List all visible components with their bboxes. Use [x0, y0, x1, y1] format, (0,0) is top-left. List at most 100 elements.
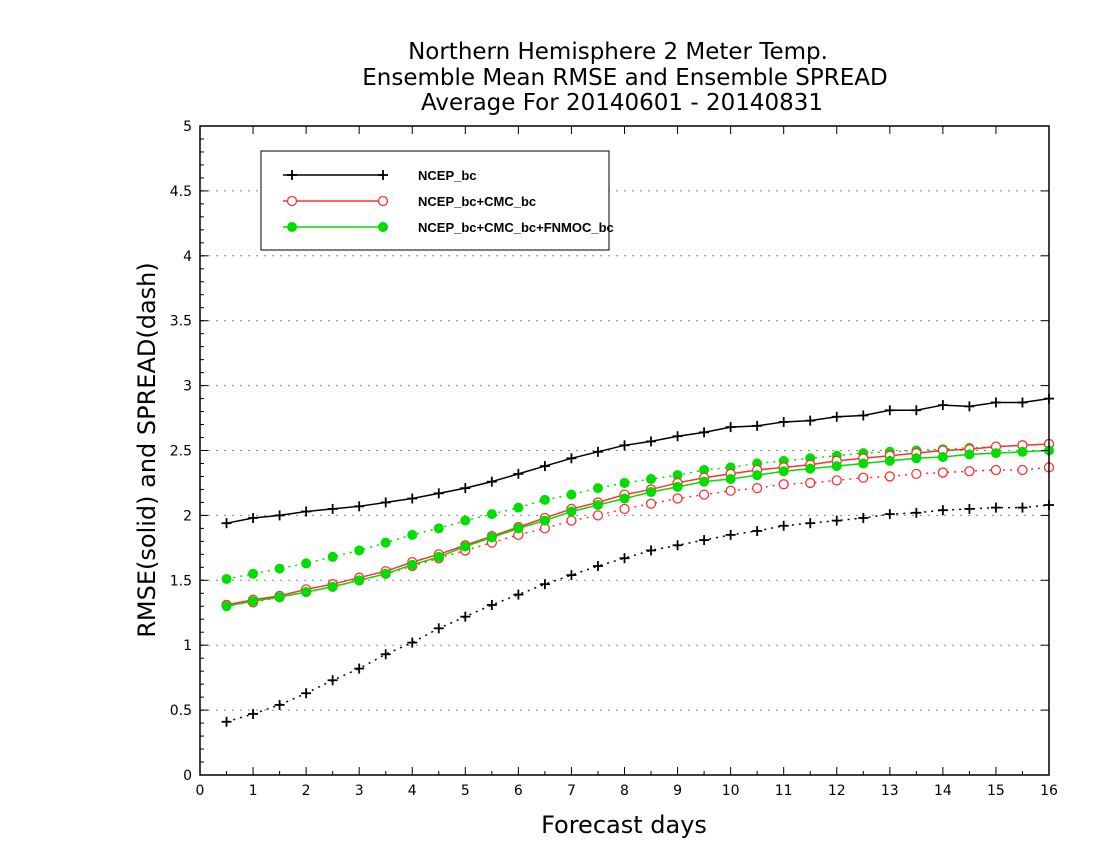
spread-point [778, 479, 789, 490]
rmse-point [725, 422, 736, 433]
legend-marker [378, 170, 388, 180]
x-tick-label: 15 [987, 783, 1005, 799]
y-tick-label: 1.5 [170, 573, 192, 589]
spread-point [911, 468, 922, 480]
spread-point [619, 503, 630, 515]
rmse-line [226, 443, 1050, 606]
rmse-point [619, 440, 630, 451]
spread-point [672, 493, 683, 504]
y-tick-label: 1 [183, 638, 192, 654]
series-rmse-NCEP_bc [221, 393, 1054, 529]
legend-label: NCEP_bc+CMC_bc [418, 194, 536, 209]
rmse-point [486, 532, 497, 543]
spread-point [645, 498, 657, 509]
spread-point [380, 649, 391, 660]
rmse-point [752, 420, 763, 431]
spread-point [248, 568, 259, 579]
spread-point [301, 688, 312, 699]
spread-point [486, 599, 497, 610]
spread-point [831, 515, 842, 526]
spread-point [539, 579, 550, 590]
spread-point [964, 503, 975, 514]
rmse-point [699, 427, 710, 438]
spread-point [539, 494, 550, 505]
legend-marker [377, 195, 389, 207]
legend-entry: NCEP_bc+CMC_bc+FNMOC_bc [283, 220, 614, 235]
spread-point [566, 489, 577, 500]
rmse-line [226, 397, 1050, 524]
rmse-point [354, 501, 365, 512]
y-axis-label: RMSE(solid) and SPREAD(dash) [133, 262, 161, 638]
spread-point [725, 529, 736, 540]
rmse-point [1017, 397, 1028, 408]
rmse-point [752, 470, 763, 481]
rmse-point [248, 512, 259, 523]
rmse-point [937, 451, 948, 462]
spread-point [274, 699, 285, 710]
rmse-point [805, 415, 816, 426]
spread-point [592, 561, 603, 572]
spread-point [1017, 464, 1028, 476]
x-tick-label: 0 [196, 783, 205, 799]
legend-marker [378, 222, 388, 232]
rmse-point [858, 410, 869, 421]
rmse-point [672, 481, 683, 492]
rmse-point [407, 559, 418, 570]
rmse-point [646, 436, 657, 447]
spread-point [327, 551, 338, 562]
spread-point [486, 509, 497, 520]
rmse-point [699, 476, 710, 487]
rmse-point [380, 497, 391, 508]
spread-point [752, 525, 763, 536]
spread-point [433, 623, 444, 634]
rmse-point [858, 458, 869, 469]
spread-point [805, 518, 816, 529]
spread-point [354, 663, 365, 674]
title-line-2: Ensemble Mean RMSE and Ensemble SPREAD [362, 65, 887, 91]
rmse-point [990, 448, 1001, 459]
x-tick-label: 10 [722, 783, 740, 799]
title-line-1: Northern Hemisphere 2 Meter Temp. [408, 39, 828, 65]
spread-point [301, 558, 312, 569]
legend-label: NCEP_bc [418, 168, 477, 183]
spread-point [990, 464, 1002, 476]
rmse-point [592, 500, 603, 511]
rmse-point [301, 506, 312, 517]
rmse-point [672, 431, 683, 442]
x-tick-label: 12 [828, 783, 846, 799]
axis-ticks: 00.511.522.533.544.550 1 2 3 4 5 6 7 8 9 10 11 12 13 1… [170, 119, 1058, 799]
legend: NCEP_bc NCEP_bc+CMC_bc NCEP_bc+CMC_bc+FNMO… [260, 150, 614, 251]
rmse-point [433, 551, 444, 562]
y-tick-label: 2.5 [170, 444, 192, 460]
spread-point [858, 512, 869, 523]
spread-line [226, 504, 1050, 723]
rmse-point [831, 461, 842, 472]
spread-point [327, 675, 338, 686]
y-tick-label: 4.5 [170, 184, 192, 200]
rmse-point [354, 575, 365, 586]
rmse-point [884, 455, 895, 466]
x-tick-label: 1 [249, 783, 258, 799]
series-NCEP_bc+CMC_bc+FNMOC_bc [221, 439, 1054, 585]
spread-point [460, 515, 471, 526]
y-tick-label: 5 [183, 119, 192, 135]
rmse-point [460, 483, 471, 494]
spread-point [672, 540, 683, 551]
spread-point [566, 515, 577, 526]
series-NCEP_bc+CMC_bc [221, 462, 1055, 611]
x-axis-label: Forecast days [541, 811, 707, 839]
spread-point [911, 507, 922, 518]
rmse-point [221, 601, 232, 612]
rmse-point [539, 515, 550, 526]
spread-point [248, 708, 259, 719]
y-tick-label: 3 [183, 379, 192, 395]
rmse-point [964, 449, 975, 460]
spread-point [592, 510, 604, 521]
rmse-point [274, 592, 285, 603]
legend-entry: NCEP_bc+CMC_bc [283, 194, 536, 209]
spread-point [354, 545, 365, 556]
rmse-line [226, 449, 1050, 607]
rmse-point [592, 446, 603, 457]
spread-point [990, 502, 1001, 513]
